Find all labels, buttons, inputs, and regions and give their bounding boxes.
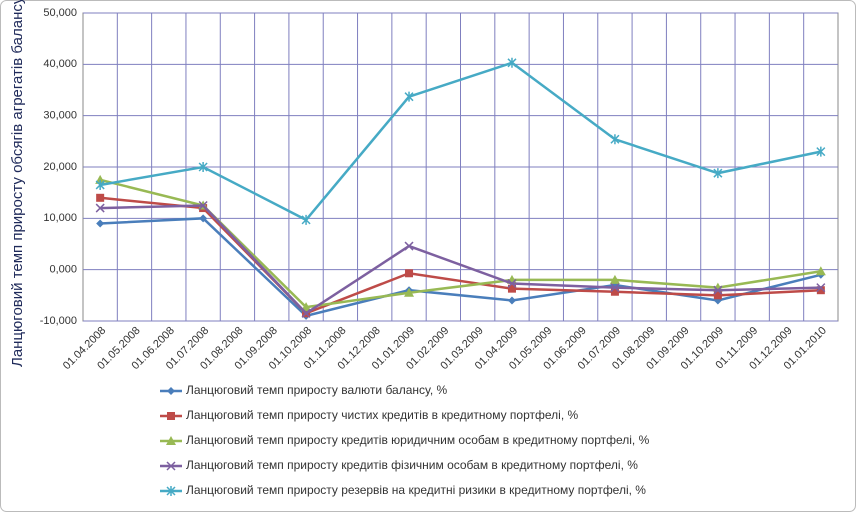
y-tick-label: 10,000 — [43, 212, 77, 224]
marker — [96, 219, 105, 228]
marker — [609, 274, 620, 284]
legend-label: Ланцюговий темп приросту валюти балансу,… — [186, 383, 447, 397]
marker — [507, 284, 516, 293]
marker — [713, 168, 723, 179]
marker — [816, 286, 825, 295]
marker — [301, 214, 311, 225]
marker — [166, 436, 176, 445]
y-tick-label: 30,000 — [43, 110, 77, 122]
legend-label: Ланцюговий темп приросту кредитів фізичн… — [186, 458, 638, 472]
series-line — [99, 61, 822, 222]
marker — [166, 486, 176, 496]
marker — [610, 287, 619, 296]
marker — [95, 179, 105, 190]
marker — [404, 91, 414, 102]
y-tick-label: 40,000 — [43, 58, 77, 70]
marker — [713, 285, 723, 295]
marker — [507, 57, 517, 68]
series-line — [100, 196, 821, 315]
marker — [713, 291, 722, 300]
y-axis-title: Ланцюговий темп приросту обсягів агрегат… — [9, 0, 26, 367]
marker — [167, 412, 175, 420]
series-line — [100, 217, 822, 318]
marker — [405, 269, 414, 278]
y-tick-label: 50,000 — [43, 7, 77, 19]
marker — [198, 162, 208, 172]
marker — [816, 283, 826, 293]
marker — [507, 296, 516, 305]
y-tick-label: -10,000 — [40, 315, 77, 327]
y-tick-label: 0,000 — [49, 264, 77, 276]
legend-label: Ланцюговий темп приросту кредитів юридич… — [186, 433, 650, 447]
marker — [404, 287, 415, 297]
marker — [507, 278, 517, 289]
y-tick-label: 20,000 — [43, 161, 77, 173]
marker — [816, 146, 826, 157]
marker — [610, 283, 620, 293]
legend-label: Ланцюговий темп приросту резервів на кре… — [186, 483, 646, 497]
legend-label: Ланцюговий темп приросту чистих кредитів… — [186, 408, 578, 422]
marker — [610, 134, 620, 145]
marker — [301, 308, 311, 318]
marker — [199, 214, 208, 223]
marker — [815, 266, 826, 276]
marker — [95, 203, 105, 213]
marker — [166, 461, 176, 471]
marker — [198, 200, 208, 211]
marker — [96, 193, 105, 202]
marker — [404, 241, 414, 251]
series-line — [100, 204, 821, 315]
marker — [167, 387, 175, 395]
